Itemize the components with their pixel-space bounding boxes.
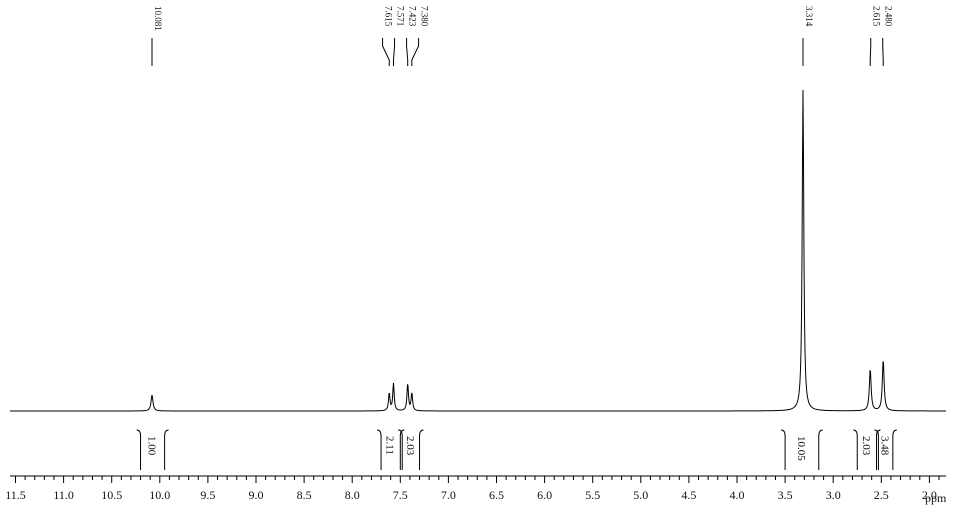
x-tick-label: 3.0 xyxy=(826,488,841,502)
integral-value: 3.48 xyxy=(879,436,891,456)
peak-label: 2.480 xyxy=(884,6,894,27)
x-tick-label: 10.5 xyxy=(101,488,122,502)
x-tick-label: 3.5 xyxy=(778,488,793,502)
peak-label: 7.380 xyxy=(420,6,430,27)
x-tick-label: 8.0 xyxy=(345,488,360,502)
integral-bracket xyxy=(781,429,786,470)
peak-label: 2.615 xyxy=(872,6,882,27)
integral-bracket xyxy=(892,429,897,470)
integral-value: 10.05 xyxy=(795,436,807,461)
integral-bracket xyxy=(377,429,382,470)
x-tick-label: 7.5 xyxy=(393,488,408,502)
x-tick-label: 10.0 xyxy=(149,488,170,502)
x-axis-label: ppm xyxy=(925,491,947,505)
peak-label: 3.314 xyxy=(804,6,814,27)
integral-bracket xyxy=(874,429,879,470)
x-tick-label: 7.0 xyxy=(441,488,456,502)
x-tick-label: 6.0 xyxy=(537,488,552,502)
peak-connector xyxy=(406,38,409,66)
x-tick-label: 5.5 xyxy=(585,488,600,502)
integral-bracket xyxy=(419,429,424,470)
x-ticks: 11.5 11.0 10.5 10.0 9.5 9.0 8.5 8.0 7.5 7.0 6.5 6.0… xyxy=(5,476,940,502)
peak-label: 7.571 xyxy=(396,6,406,26)
x-tick-label: 2.5 xyxy=(874,488,889,502)
peak-label: 7.423 xyxy=(408,6,418,27)
x-tick-label: 5.0 xyxy=(633,488,648,502)
peak-labels: 10.081 7.615 7.571 7.423 7.380 3.314 2.615 2.48… xyxy=(151,6,894,66)
integral-value: 2.11 xyxy=(384,436,396,455)
integral-bracket xyxy=(818,429,823,470)
integral-value: 2.03 xyxy=(404,436,416,456)
peak-connector xyxy=(382,38,390,66)
integrals: 1.00 2.11 2.03 10.05 2.03 3.48 xyxy=(136,429,897,470)
peak-connector xyxy=(411,38,420,66)
x-tick-label: 9.5 xyxy=(200,488,215,502)
peak-label: 10.081 xyxy=(153,6,163,31)
x-tick-label: 4.5 xyxy=(681,488,696,502)
x-tick-label: 6.5 xyxy=(489,488,504,502)
peak-connector xyxy=(392,38,396,66)
peak-label: 7.615 xyxy=(384,6,394,27)
x-tick-label: 4.0 xyxy=(730,488,745,502)
x-tick-label: 2.0 xyxy=(922,488,937,502)
integral-bracket xyxy=(853,429,858,470)
x-tick-label: 9.0 xyxy=(249,488,264,502)
integral-bracket xyxy=(136,429,142,470)
x-tick-label: 11.5 xyxy=(5,488,26,502)
integral-bracket xyxy=(164,429,169,470)
x-tick-label: 11.0 xyxy=(53,488,74,502)
integral-value: 2.03 xyxy=(860,436,872,456)
integral-bracket xyxy=(398,429,403,470)
x-tick-label: 8.5 xyxy=(297,488,312,502)
spectrum-line xyxy=(10,89,946,412)
integral-value: 1.00 xyxy=(146,436,158,456)
